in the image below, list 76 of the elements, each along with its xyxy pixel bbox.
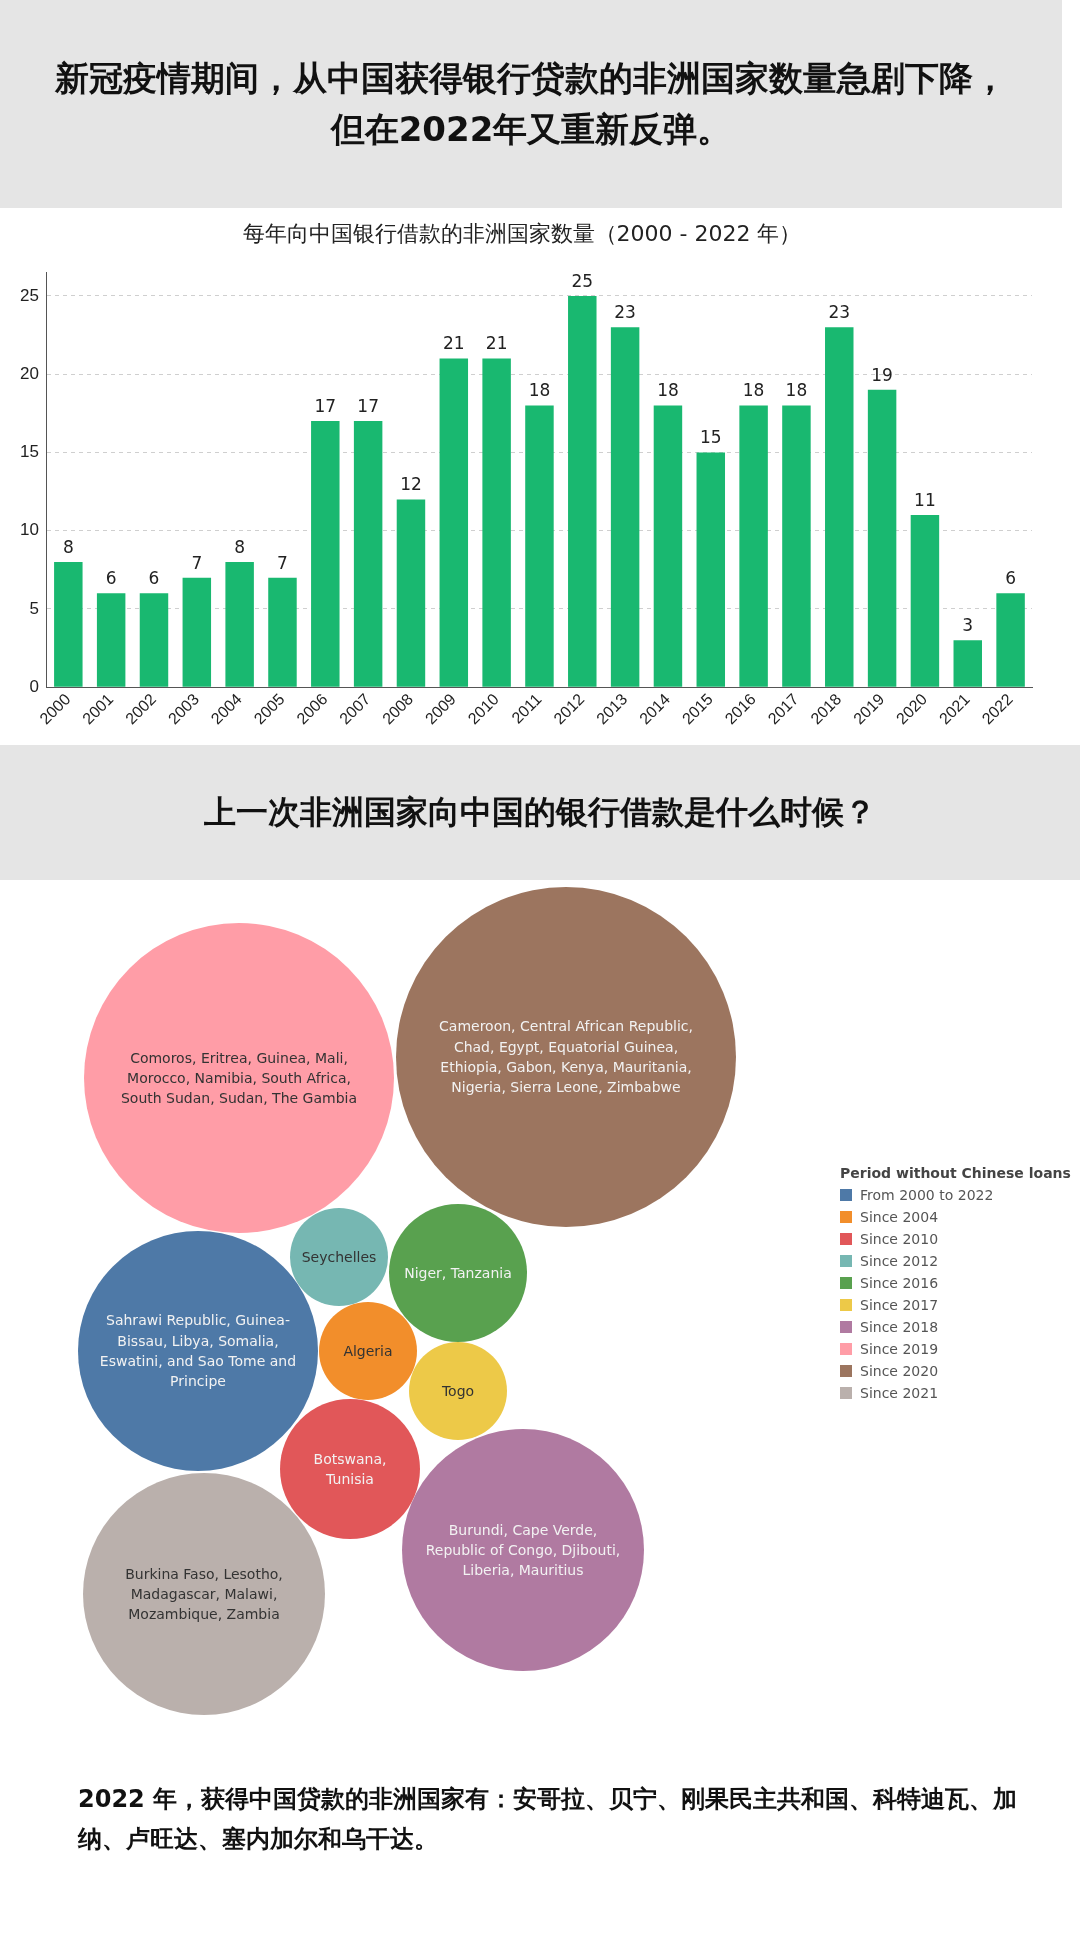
category-label: From 2000 to 2022 (860, 1187, 994, 1203)
data-label: 17 (357, 396, 379, 417)
legend-title: Period without Chinese loans (840, 1165, 1071, 1181)
data-label: 7 (191, 552, 203, 573)
text: 上一次非洲国家向中国的银行借款是什么时候？ (0, 745, 1080, 880)
category-label: Since 2021 (860, 1385, 939, 1401)
data-label: 12 (400, 474, 422, 495)
category-label: Since 2016 (860, 1275, 939, 1291)
data-label: 18 (528, 380, 551, 401)
text: 2022 年，获得中国贷款的非洲国家有：安哥拉、贝宁、刚果民主共和国、科特迪瓦、加纳、卢旺达、塞内加尔和乌干达。 (78, 1784, 1019, 1855)
bar (139, 593, 169, 687)
category-label: Since 2004 (860, 1209, 939, 1225)
category-label: Since 2018 (860, 1319, 939, 1335)
data-label: 18 (657, 380, 679, 401)
circle: Burkina Faso, Lesotho, Madagascar, Malawi, Mozambique, Zambia (83, 1473, 325, 1715)
circle: Burundi, Cape Verde, Republic of Congo, Djibouti, Liberia, Mauritius (402, 1429, 644, 1671)
y-tick-label: 25 (19, 285, 39, 305)
y-tick-label: 5 (29, 598, 39, 618)
data-label: 6 (105, 568, 117, 589)
data-label: 19 (871, 364, 893, 385)
circle: Seychelles (290, 1208, 388, 1306)
data-label: 21 (485, 333, 508, 354)
circle: Botswana, Tunisia (280, 1399, 420, 1539)
bar (610, 327, 640, 687)
category-label: Since 2019 (860, 1341, 939, 1357)
bar (353, 421, 383, 687)
bar (482, 358, 511, 687)
bar (525, 405, 554, 687)
data-label: 7 (277, 552, 288, 573)
bar (396, 499, 426, 687)
data-label: 8 (62, 536, 74, 557)
bar (696, 452, 726, 687)
bar (439, 358, 469, 687)
bar (653, 405, 683, 687)
circle: Togo (409, 1342, 507, 1440)
bar (96, 593, 126, 687)
category-label: Since 2017 (860, 1297, 939, 1313)
category-label: Since 2020 (860, 1363, 939, 1379)
category-label: Since 2010 (860, 1231, 939, 1247)
bar (739, 405, 768, 687)
bar (996, 593, 1025, 687)
data-label: 18 (742, 380, 765, 401)
bar (225, 562, 254, 687)
bar (825, 327, 854, 687)
data-label: 23 (614, 302, 636, 323)
bar (867, 389, 897, 687)
data-label: 3 (962, 615, 974, 636)
bar (311, 421, 340, 687)
chart-title: 新冠疫情期间，从中国获得银行贷款的非洲国家数量急剧下降，但在2022年又重新反弹。 (0, 0, 1062, 208)
data-label: 6 (148, 568, 160, 589)
data-label: 11 (914, 489, 936, 510)
y-tick-label: 0 (29, 676, 39, 696)
data-label: 8 (234, 536, 246, 557)
circle: Comoros, Eritrea, Guinea, Mali, Morocco, Namibia, South Africa, South Sudan, Sudan, The Gambia (84, 923, 394, 1233)
chart-subtitle: 每年向中国银行借款的非洲国家数量（2000 - 2022 年） (242, 220, 802, 246)
y-tick-label: 15 (19, 442, 39, 462)
bar (910, 515, 940, 687)
y-tick-label: 10 (19, 520, 39, 540)
bar (953, 640, 982, 687)
data-label: 17 (314, 396, 337, 417)
data-label: 6 (1005, 568, 1016, 589)
circle: Cameroon, Central African Republic, Chad, Egypt, Equatorial Guinea, Ethiopia, Gabon, Kenya, Mauritania, Nigeria, Sierra Leone, Zimbabwe (396, 887, 736, 1227)
circle: Algeria (319, 1302, 417, 1400)
bar (782, 405, 811, 687)
data-label: 23 (828, 302, 851, 323)
y-tick-label: 20 (19, 363, 39, 383)
data-label: 18 (785, 380, 808, 401)
bar (568, 295, 597, 687)
data-label: 15 (699, 427, 722, 448)
circle: Niger, Tanzania (389, 1204, 527, 1342)
data-label: 21 (442, 333, 465, 354)
bar (268, 577, 297, 687)
category-label: Since 2012 (860, 1253, 939, 1269)
bar (54, 562, 83, 687)
data-label: 25 (571, 270, 594, 291)
bar (182, 577, 212, 687)
